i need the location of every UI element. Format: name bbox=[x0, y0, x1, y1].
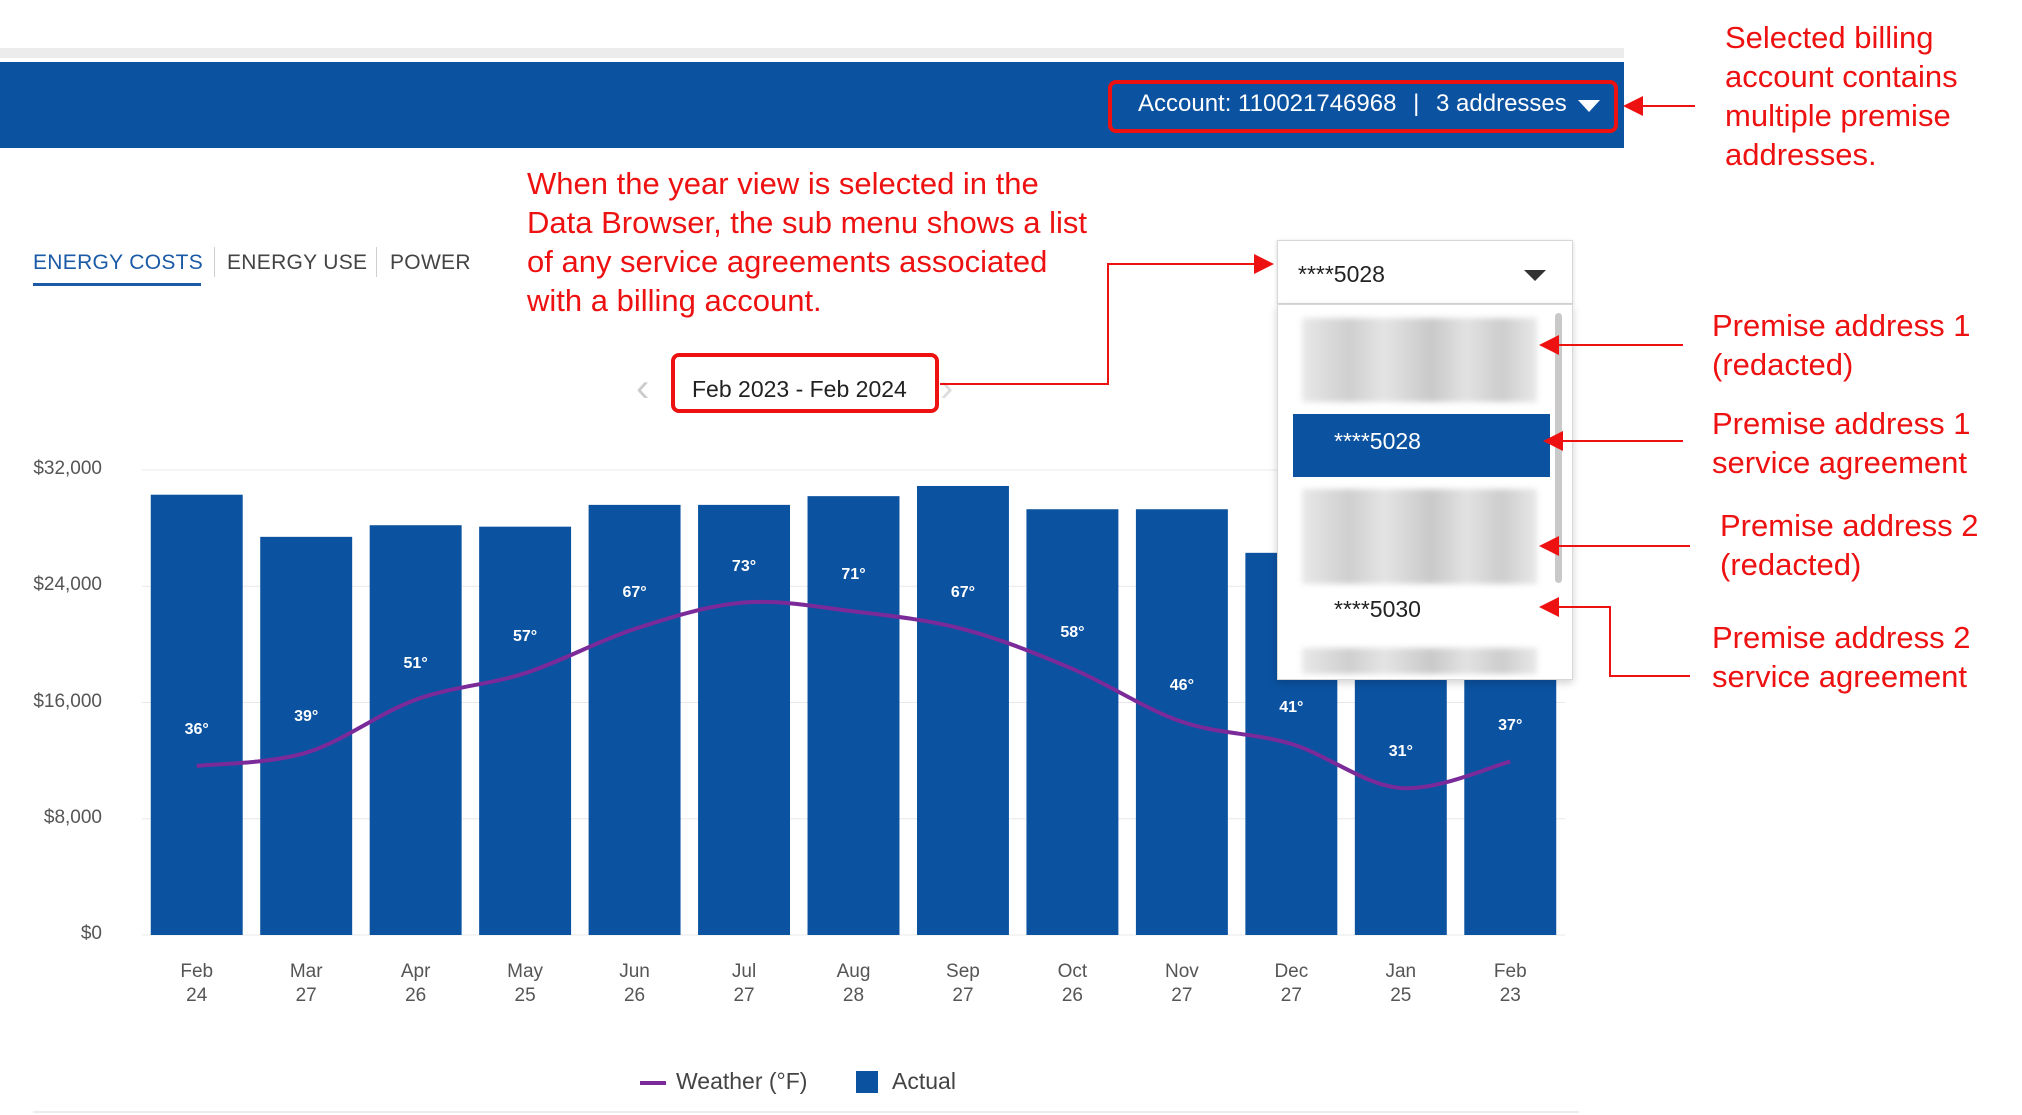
temperature-label: 58° bbox=[1060, 623, 1085, 641]
tab-energy-use[interactable]: ENERGY USE bbox=[227, 251, 368, 274]
temperature-label: 67° bbox=[950, 584, 976, 602]
x-tick-label: Apr 26 bbox=[400, 961, 431, 1006]
temperature-label: 39° bbox=[294, 707, 319, 725]
account-highlight-box bbox=[1108, 80, 1618, 133]
temperature-label: 73° bbox=[731, 557, 757, 575]
dropdown-option-sa-5030[interactable]: ****5030 bbox=[1334, 596, 1421, 622]
temperature-label: 71° bbox=[841, 566, 866, 584]
dropdown-selected-value: ****5028 bbox=[1298, 261, 1385, 287]
bar-actual[interactable] bbox=[369, 525, 462, 935]
x-tick-label: Jan 25 bbox=[1385, 961, 1417, 1006]
redacted-premise-address-1[interactable] bbox=[1302, 318, 1537, 402]
x-tick-label: May 25 bbox=[507, 961, 544, 1006]
x-tick-label: Aug 28 bbox=[836, 961, 871, 1006]
service-agreement-dropdown[interactable] bbox=[1277, 240, 1573, 304]
legend-actual-label: Actual bbox=[892, 1068, 956, 1094]
x-tick-label: Nov 27 bbox=[1164, 961, 1199, 1006]
temperature-label: 41° bbox=[1279, 698, 1304, 716]
tab-power[interactable]: POWER bbox=[390, 251, 471, 274]
y-tick-label: $16,000 bbox=[33, 690, 102, 712]
dropdown-option-sa-5028[interactable] bbox=[1293, 414, 1550, 477]
temperature-label: 57° bbox=[513, 628, 538, 646]
address-count: 3 addresses bbox=[1436, 90, 1567, 117]
x-tick-label: Feb 24 bbox=[180, 961, 214, 1006]
x-tick-label: Jul 27 bbox=[731, 961, 757, 1006]
y-tick-label: $32,000 bbox=[33, 458, 102, 479]
temperature-label: 36° bbox=[184, 720, 209, 738]
dropdown-scrollbar[interactable] bbox=[1555, 313, 1562, 583]
bar-actual[interactable] bbox=[260, 536, 353, 935]
chevron-down-icon[interactable] bbox=[1524, 270, 1546, 281]
chevron-left-icon[interactable]: ‹ bbox=[636, 366, 650, 410]
x-tick-label: Feb 23 bbox=[1493, 961, 1527, 1006]
redacted-premise-address-3[interactable] bbox=[1302, 648, 1537, 674]
annotation-account: Selected billing account contains multip… bbox=[1725, 20, 1958, 172]
annotation-premise-address-1: Premise address 1 (redacted) bbox=[1712, 308, 1971, 382]
weather-line bbox=[196, 599, 1511, 791]
y-tick-label: $0 bbox=[80, 923, 102, 944]
account-separator: | bbox=[1413, 90, 1420, 117]
tab-divider bbox=[214, 247, 215, 277]
active-tab-indicator bbox=[33, 283, 201, 286]
bar-actual[interactable] bbox=[479, 526, 572, 935]
annotation-premise-address-1-sa: Premise address 1 service agreement bbox=[1712, 406, 1971, 480]
legend-actual-swatch bbox=[856, 1071, 878, 1093]
account-selector[interactable]: Account: 110021746968 | 3 addresses bbox=[1138, 90, 1567, 118]
temperature-label: 51° bbox=[403, 654, 428, 672]
temperature-label: 31° bbox=[1388, 743, 1413, 761]
chevron-down-icon[interactable] bbox=[1578, 100, 1600, 112]
y-tick-label: $8,000 bbox=[43, 806, 102, 828]
legend-weather-swatch bbox=[640, 1081, 666, 1085]
y-tick-label: $24,000 bbox=[33, 574, 102, 596]
temperature-label: 37° bbox=[1498, 716, 1523, 734]
bar-actual[interactable] bbox=[150, 494, 243, 935]
annotation-premise-address-2-sa: Premise address 2 service agreement bbox=[1712, 620, 1971, 694]
tab-energy-costs[interactable]: ENERGY COSTS bbox=[33, 251, 204, 274]
bar-actual[interactable] bbox=[916, 485, 1009, 935]
dropdown-option-label: ****5028 bbox=[1334, 428, 1421, 454]
x-tick-label: Jun 26 bbox=[619, 961, 650, 1006]
top-strip bbox=[0, 48, 1624, 58]
bar-actual[interactable] bbox=[807, 496, 900, 935]
app-header bbox=[0, 62, 1624, 148]
redacted-premise-address-2[interactable] bbox=[1302, 489, 1537, 584]
legend-weather-label: Weather (°F) bbox=[676, 1068, 808, 1094]
dropdown-frame bbox=[1277, 240, 1573, 304]
account-number: Account: 110021746968 bbox=[1138, 90, 1397, 117]
temperature-label: 46° bbox=[1169, 676, 1194, 694]
period-highlight-box bbox=[671, 353, 939, 413]
bar-actual[interactable] bbox=[588, 504, 681, 935]
x-tick-label: Oct 26 bbox=[1057, 961, 1088, 1006]
annotation-submenu: When the year view is selected in the Da… bbox=[527, 166, 1087, 318]
bar-actual[interactable] bbox=[1026, 509, 1119, 935]
bar-actual[interactable] bbox=[698, 504, 791, 935]
annotation-premise-address-2: Premise address 2 (redacted) bbox=[1720, 508, 1979, 582]
period-label[interactable]: Feb 2023 - Feb 2024 bbox=[692, 376, 907, 402]
x-tick-label: Dec 27 bbox=[1274, 961, 1309, 1006]
x-tick-label: Mar 27 bbox=[289, 961, 323, 1006]
bottom-divider bbox=[33, 1111, 1579, 1113]
x-tick-label: Sep 27 bbox=[946, 961, 980, 1006]
temperature-label: 67° bbox=[622, 584, 647, 602]
tab-divider bbox=[376, 247, 377, 277]
